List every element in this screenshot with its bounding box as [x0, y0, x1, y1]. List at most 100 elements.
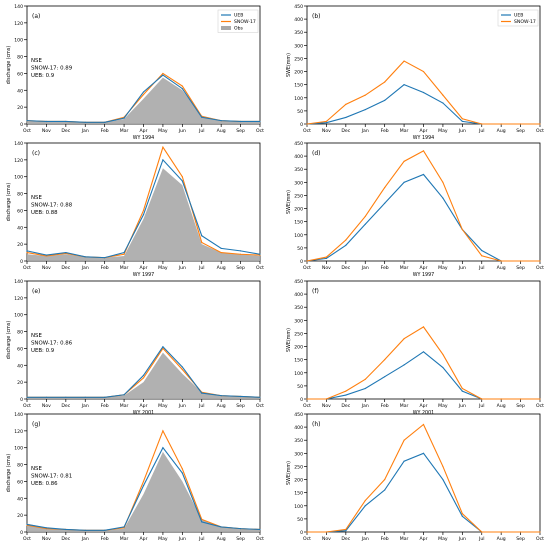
x-axis-label: WY 2001 [413, 410, 434, 416]
data-point [84, 256, 86, 258]
panel-d: 0 50 100 150 200 250 300 350 400 450 Oct Nov Dec Jan F… [286, 141, 544, 278]
x-tick-label: Mar [400, 536, 409, 542]
panel-label: (e) [32, 288, 40, 295]
x-tick-label: Apr [140, 403, 148, 409]
y-tick-label: 0 [300, 530, 303, 536]
data-point [325, 256, 328, 258]
data-point [45, 527, 48, 529]
x-tick-label: Jan [81, 403, 89, 409]
panel-label: (c) [32, 150, 40, 157]
data-point [461, 515, 463, 517]
data-point [364, 499, 366, 502]
x-tick-label: Apr [420, 403, 428, 409]
x-tick-label: Jun [178, 265, 186, 271]
data-point [26, 523, 28, 526]
x-tick-label: Mar [400, 128, 409, 134]
y-tick-label: 100 [14, 38, 23, 44]
x-tick-label: Apr [420, 536, 428, 542]
data-point [306, 531, 308, 533]
data-point [442, 478, 444, 481]
data-point [384, 478, 386, 481]
data-point [45, 396, 48, 398]
series-area-obs [27, 352, 260, 399]
plot-frame [306, 280, 541, 400]
data-point [442, 181, 444, 183]
data-point [403, 364, 405, 366]
plot-frame [306, 413, 541, 533]
x-tick-label: Jun [178, 128, 186, 134]
data-point [162, 72, 164, 75]
y-tick-label: 250 [294, 464, 303, 470]
y-tick-label: 80 [17, 55, 23, 61]
y-tick-label: 150 [294, 83, 303, 89]
data-point [123, 251, 125, 254]
y-tick-label: 20 [17, 105, 23, 111]
y-tick-label: 120 [14, 296, 23, 302]
x-tick-label: Feb [101, 128, 109, 134]
data-point [239, 120, 242, 123]
data-point [422, 173, 425, 176]
y-tick-label: 200 [294, 207, 303, 213]
y-tick-label: 350 [294, 305, 303, 311]
x-tick-label: Nov [322, 265, 331, 271]
data-point [364, 505, 366, 507]
data-point [162, 447, 164, 449]
y-tick-label: 40 [17, 363, 23, 369]
x-tick-label: Oct [256, 536, 264, 542]
data-point [65, 251, 67, 254]
data-point [259, 120, 261, 123]
data-point [325, 120, 328, 122]
x-tick-label: Sep [236, 536, 245, 542]
y-tick-label: 140 [14, 279, 23, 285]
data-point [104, 396, 106, 398]
y-axis-label: discharge (cms) [6, 454, 12, 493]
data-point [325, 122, 328, 124]
legend-entry: SNOW-17 [514, 19, 536, 25]
data-point [384, 186, 386, 189]
x-tick-label: Feb [101, 536, 109, 542]
data-point [306, 398, 308, 400]
data-point [539, 260, 541, 262]
y-tick-label: 200 [294, 478, 303, 484]
legend-entry: UEB [514, 13, 523, 19]
x-tick-label: Jul [478, 265, 485, 271]
data-point [45, 120, 48, 123]
x-tick-label: Nov [42, 128, 51, 134]
y-tick-label: 140 [14, 412, 23, 418]
data-point [384, 202, 386, 204]
x-tick-label: Dec [61, 265, 70, 271]
x-tick-label: Oct [23, 403, 31, 409]
data-point [364, 378, 366, 380]
y-tick-label: 50 [297, 517, 303, 523]
data-point [422, 351, 425, 353]
y-tick-label: 40 [17, 88, 23, 94]
legend-entry: Obs [234, 26, 244, 32]
x-tick-label: Nov [322, 536, 331, 542]
x-tick-label: Sep [516, 265, 525, 271]
nse-annotation-line: SNOW-17: 0.89 [31, 66, 73, 72]
data-point [500, 531, 502, 533]
data-point [442, 366, 444, 369]
x-tick-label: Feb [381, 536, 389, 542]
legend-entry: SNOW-17 [234, 19, 256, 25]
x-tick-label: Apr [420, 265, 428, 271]
x-tick-label: Feb [381, 128, 389, 134]
data-point [403, 338, 405, 340]
data-point [481, 531, 483, 533]
nse-annotation-line: SNOW-17: 0.81 [31, 474, 72, 480]
data-point [442, 94, 444, 96]
data-point [539, 531, 541, 533]
y-tick-label: 100 [14, 446, 23, 452]
x-tick-label: Jun [458, 536, 466, 542]
x-axis-label: WY 2001 [133, 410, 154, 416]
panel-label: (g) [32, 421, 41, 428]
x-tick-label: Aug [497, 403, 506, 409]
x-tick-label: Oct [536, 128, 544, 134]
data-point [345, 530, 347, 532]
nse-annotation-line: NSE [31, 333, 42, 339]
data-point [65, 528, 67, 531]
nse-annotation-line: UEB: 0.9 [31, 73, 55, 79]
data-point [220, 251, 222, 254]
